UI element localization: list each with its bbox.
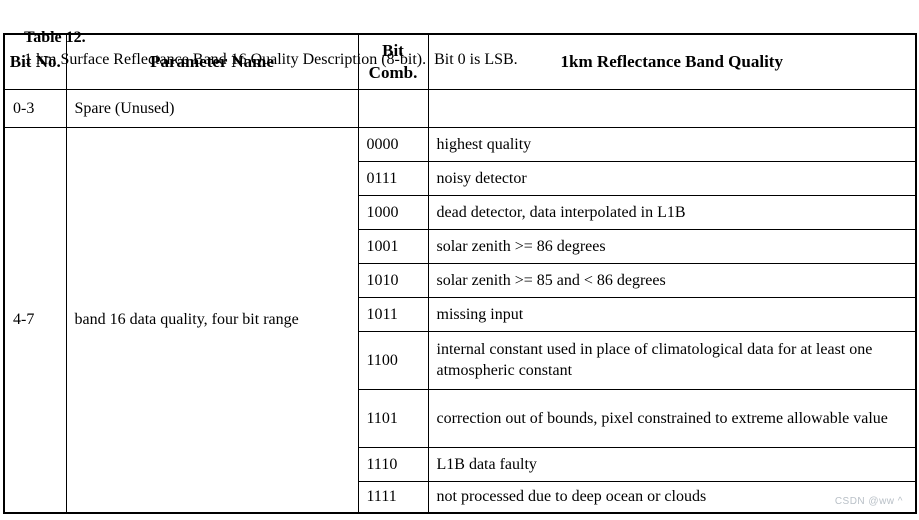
cell-bit-comb: 1111 bbox=[357, 480, 429, 514]
header-quality: 1km Reflectance Band Quality bbox=[427, 33, 917, 90]
cell-quality: solar zenith >= 85 and < 86 degrees bbox=[427, 262, 917, 298]
cell-quality: dead detector, data interpolated in L1B bbox=[427, 194, 917, 230]
cell-quality bbox=[427, 88, 917, 128]
table-row: 1011 missing input bbox=[4, 296, 917, 332]
cell-bit-comb: 1101 bbox=[357, 388, 429, 448]
cell-bit-no: 4-7 bbox=[3, 126, 67, 514]
table-row-spare: 0-3 Spare (Unused) bbox=[3, 88, 917, 128]
cell-quality: highest quality bbox=[427, 126, 917, 162]
cell-bit-comb: 1011 bbox=[357, 296, 429, 332]
table-row: 1000 dead detector, data interpolated in… bbox=[4, 194, 917, 230]
watermark: CSDN @ww ^ bbox=[834, 496, 903, 507]
table-row: 1100 internal constant used in place of … bbox=[4, 330, 917, 390]
cell-parameter-name: Spare (Unused) bbox=[65, 88, 359, 128]
cell-quality: solar zenith >= 86 degrees bbox=[427, 228, 917, 264]
cell-bit-no: 0-3 bbox=[3, 88, 67, 128]
cell-quality: correction out of bounds, pixel constrai… bbox=[427, 388, 917, 448]
cell-bit-comb: 1010 bbox=[357, 262, 429, 298]
table-row: 0111 noisy detector bbox=[4, 160, 917, 196]
cell-quality: noisy detector bbox=[427, 160, 917, 196]
table-row: 1111 not processed due to deep ocean or … bbox=[4, 480, 917, 514]
cell-quality: internal constant used in place of clima… bbox=[427, 330, 917, 390]
cell-bit-comb: 1001 bbox=[357, 228, 429, 264]
table-row: 1010 solar zenith >= 85 and < 86 degrees bbox=[4, 262, 917, 298]
quality-table: Bit No. Parameter Name Bit Comb. 1km Ref… bbox=[3, 33, 917, 514]
header-parameter-name: Parameter Name bbox=[65, 33, 359, 90]
header-bit-no: Bit No. bbox=[3, 33, 67, 90]
cell-bit-comb: 1110 bbox=[357, 446, 429, 482]
table-row: 4-7 band 16 data quality, four bit range… bbox=[3, 126, 917, 514]
table-row: 1101 correction out of bounds, pixel con… bbox=[4, 388, 917, 448]
header-bit-comb: Bit Comb. bbox=[357, 33, 429, 90]
cell-bit-comb: 0000 bbox=[357, 126, 429, 162]
cell-quality: L1B data faulty bbox=[427, 446, 917, 482]
table-row: 1001 solar zenith >= 86 degrees bbox=[4, 228, 917, 264]
cell-quality: not processed due to deep ocean or cloud… bbox=[427, 480, 917, 514]
cell-parameter-name: band 16 data quality, four bit range bbox=[65, 126, 359, 514]
cell-bit-comb: 1100 bbox=[357, 330, 429, 390]
cell-quality: missing input bbox=[427, 296, 917, 332]
cell-bit-comb: 1000 bbox=[357, 194, 429, 230]
table-header-row: Bit No. Parameter Name Bit Comb. 1km Ref… bbox=[3, 33, 917, 90]
cell-bit-comb bbox=[357, 88, 429, 128]
cell-bit-comb: 0111 bbox=[357, 160, 429, 196]
